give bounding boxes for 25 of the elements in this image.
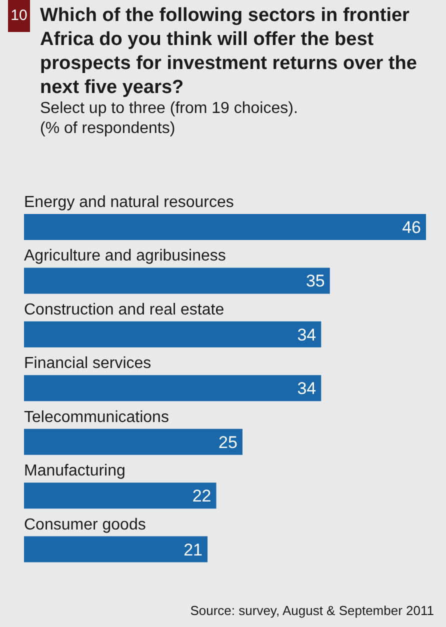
bar bbox=[24, 268, 330, 294]
bar bbox=[24, 536, 208, 562]
bar bbox=[24, 321, 322, 348]
data-label: 34 bbox=[297, 379, 316, 398]
y-tick-label: Agriculture and agribusiness bbox=[24, 248, 226, 265]
y-tick-label: Manufacturing bbox=[24, 462, 126, 480]
y-tick-label: Financial services bbox=[24, 355, 152, 372]
chart-title: Which of the following sectors in frontier Africa do you think will offer the best prospects for investment returns over the next five years? bbox=[40, 4, 418, 100]
number-badge: 10 bbox=[8, 0, 30, 32]
data-label: 22 bbox=[192, 486, 212, 506]
y-tick-label: Energy and natural resources bbox=[24, 194, 234, 211]
data-label: 25 bbox=[218, 432, 238, 452]
bar bbox=[24, 428, 242, 455]
data-label: 46 bbox=[402, 218, 421, 238]
data-label: 21 bbox=[184, 540, 203, 560]
y-tick-label: Construction and real estate bbox=[24, 301, 224, 318]
bar bbox=[24, 375, 322, 402]
data-label: 35 bbox=[306, 272, 325, 291]
bar bbox=[24, 214, 426, 240]
source-note: Source: survey, August & September 2011 bbox=[190, 603, 434, 618]
data-label: 34 bbox=[297, 325, 316, 344]
bar bbox=[24, 482, 216, 509]
chart-subtitle: Select up to three (from 19 choices). (% of respondents) bbox=[40, 99, 299, 139]
y-tick-label: Telecommunications bbox=[24, 408, 169, 426]
y-tick-label: Consumer goods bbox=[24, 516, 146, 534]
